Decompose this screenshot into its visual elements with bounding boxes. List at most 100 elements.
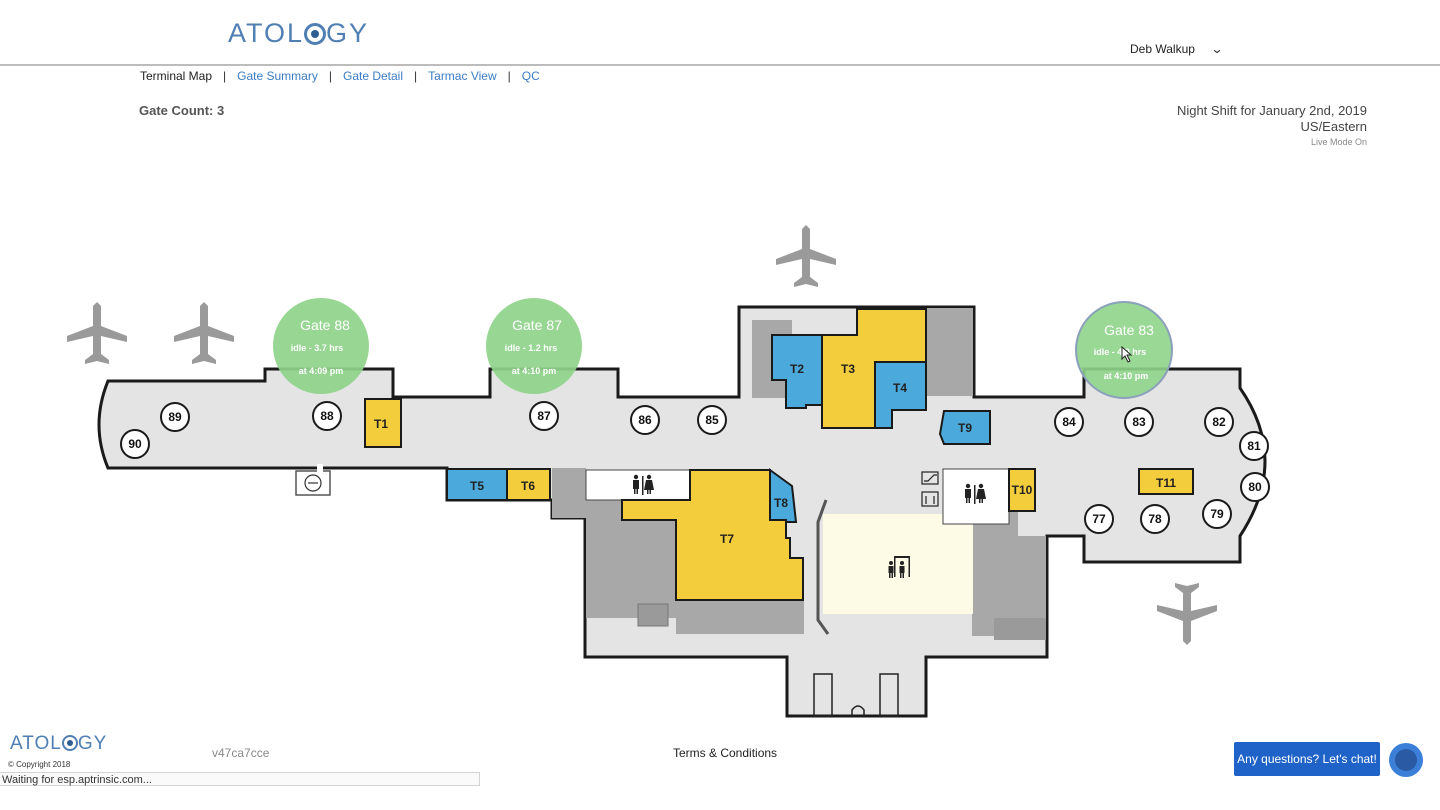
gate-79[interactable]: 79 [1202,499,1232,529]
atology-logo[interactable]: ATOL GY [228,18,369,49]
nav-separator: | [507,69,511,83]
nav-qc[interactable]: QC [521,69,540,83]
tenant-t5[interactable]: T5 [446,468,508,501]
gate-77[interactable]: 77 [1084,504,1114,534]
app-header: ATOL GY Deb Walkup ⌄ [0,0,1440,66]
restroom-icon [965,483,986,504]
top-nav: Terminal Map | Gate Summary | Gate Detai… [140,69,540,83]
chevron-down-icon[interactable]: ⌄ [1210,42,1224,56]
gate-label: 81 [1247,439,1261,453]
chat-button[interactable]: Any questions? Let's chat! [1234,742,1380,776]
tenant-label: T8 [774,496,788,510]
cursor-icon [1121,345,1133,363]
gate-label: 83 [1132,415,1146,429]
tenant-t2[interactable]: T2 [771,334,823,409]
bubble-title: Gate 83 [1104,322,1154,338]
copyright: © Copyright 2018 [8,760,71,769]
nav-gate-detail[interactable]: Gate Detail [342,69,404,83]
service-area [637,603,669,627]
tenant-t4[interactable]: T4 [874,361,927,429]
gate-count: Gate Count: 3 [139,103,225,118]
escalator-icon [921,471,939,507]
bubble-title: Gate 87 [512,317,562,333]
tenant-label: T10 [1012,483,1033,497]
tenant-label: T6 [521,479,535,493]
gate-81[interactable]: 81 [1239,431,1269,461]
bubble-idle: idle - 3.7 hrs [291,343,344,353]
gate-88-idle-bubble[interactable]: Gate 88 idle - 3.7 hrs at 4:09 pm [273,298,369,394]
gate-83[interactable]: 83 [1124,407,1154,437]
gate-label: 89 [168,410,182,424]
browser-status-bar: Waiting for esp.aptrinsic.com... [0,772,480,786]
service-area [988,536,1046,622]
logo-text-left: ATOL [228,18,305,48]
nav-separator: | [414,69,418,83]
gate-label: 82 [1212,415,1226,429]
version-label: v47ca7cce [212,746,270,760]
tenant-t10[interactable]: T10 [1008,468,1036,512]
nav-terminal-map[interactable]: Terminal Map [140,69,213,83]
service-area [552,468,586,518]
airplane-icon [174,302,234,364]
bubble-time: at 4:10 pm [512,366,557,376]
tenant-label: T5 [470,479,484,493]
logo-text-right: GY [326,18,370,48]
gate-label: 85 [705,413,719,427]
gate-label: 87 [537,409,551,423]
footer-logo-left: ATOL [10,733,62,754]
airplane-icon [776,225,836,287]
gate-87-idle-bubble[interactable]: Gate 87 idle - 1.2 hrs at 4:10 pm [486,298,582,394]
service-area [994,618,1046,640]
terms-link[interactable]: Terms & Conditions [673,746,778,760]
tenant-t8[interactable]: T8 [769,468,798,523]
footer-logo-right: GY [77,733,108,754]
tenant-t6[interactable]: T6 [506,468,551,501]
logo-o-icon [304,23,327,45]
gate-89[interactable]: 89 [160,402,190,432]
gate-78[interactable]: 78 [1140,504,1170,534]
nav-gate-summary[interactable]: Gate Summary [237,69,318,83]
bubble-idle: idle - 4.9 hrs [1094,347,1147,357]
gate-85[interactable]: 85 [697,405,727,435]
shift-timezone: US/Eastern [1300,119,1367,134]
exit-lanes [813,673,899,717]
gate-label: 79 [1210,507,1224,521]
gate-label: 90 [128,437,142,451]
restroom-icon [633,474,654,495]
tenant-label: T9 [958,421,972,435]
bubble-time: at 4:09 pm [299,366,344,376]
gate-84[interactable]: 84 [1054,407,1084,437]
security-barrier [816,499,830,635]
restroom-area [942,468,1010,525]
gate-86[interactable]: 86 [630,405,660,435]
tenant-label: T11 [1156,476,1176,490]
service-area [926,308,973,396]
gate-label: 86 [638,413,652,427]
chat-icon[interactable] [1389,743,1423,777]
gate-80[interactable]: 80 [1240,472,1270,502]
gate-90[interactable]: 90 [120,429,150,459]
nav-tarmac-view[interactable]: Tarmac View [428,69,497,83]
tenant-label: T2 [790,362,804,376]
footer-logo[interactable]: ATOL GY [10,733,107,755]
gate-label: 78 [1148,512,1162,526]
airplane-icon [67,302,127,364]
user-name[interactable]: Deb Walkup [1130,42,1195,56]
gate-label: 77 [1092,512,1106,526]
bubble-title: Gate 88 [300,317,350,333]
service-area [676,600,804,634]
gate-87[interactable]: 87 [529,401,559,431]
tenant-t9[interactable]: T9 [938,410,991,445]
tenant-t1[interactable]: T1 [364,398,402,448]
tenant-label: T3 [841,362,855,376]
tenant-t11[interactable]: T11 [1138,468,1194,495]
live-mode-status: Live Mode On [1310,137,1367,147]
airplane-icon [1157,583,1217,645]
gate-82[interactable]: 82 [1204,407,1234,437]
tenant-label: T1 [374,417,388,431]
tenant-label: T4 [893,381,907,395]
gate-88[interactable]: 88 [312,401,342,431]
nav-separator: | [328,69,332,83]
logo-o-icon [61,735,78,751]
